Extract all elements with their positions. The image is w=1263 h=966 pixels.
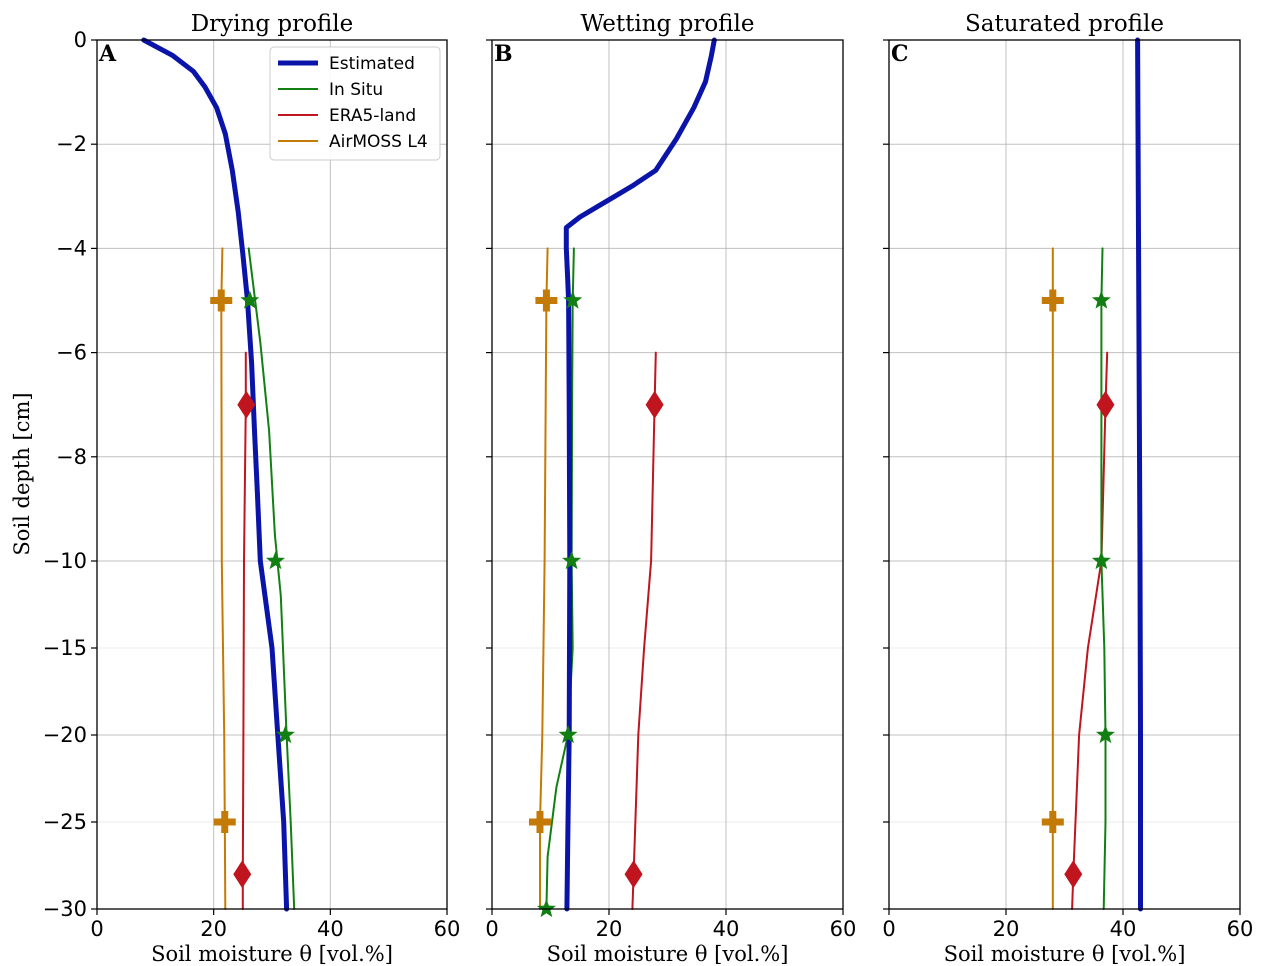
x-axis-label: Soil moisture θ [vol.%] <box>151 942 393 966</box>
x-tick-label: 20 <box>993 917 1020 941</box>
marker-airmoss-l4-bar-v <box>536 811 544 833</box>
y-tick-label: −8 <box>56 445 87 469</box>
legend-frame <box>269 46 441 161</box>
axes-frame <box>491 39 844 910</box>
marker-era5-land <box>237 390 256 419</box>
marker-airmoss-l4-bar-v <box>542 289 550 312</box>
marker-airmoss-l4 <box>1041 289 1064 312</box>
x-axis-label: Soil moisture θ [vol.%] <box>944 942 1186 966</box>
panel-title: Drying profile <box>191 11 354 37</box>
marker-airmoss-l4-bar-v <box>221 811 229 833</box>
legend-label: Estimated <box>329 54 415 74</box>
series-line-in-situ <box>247 247 296 910</box>
series-line-estimated <box>1135 37 1143 912</box>
x-tick-label: 60 <box>434 917 461 941</box>
marker-in-situ <box>1091 551 1111 570</box>
grid <box>97 40 447 909</box>
panel-letter: C <box>891 41 909 67</box>
marker-era5-land <box>233 860 252 889</box>
panel-letter: A <box>98 41 117 67</box>
x-tick-label: 20 <box>200 917 227 941</box>
marker-airmoss-l4 <box>1041 811 1064 833</box>
y-tick-label: −4 <box>56 236 87 260</box>
panel-title: Wetting profile <box>581 11 755 37</box>
marker-in-situ <box>1095 725 1115 744</box>
series-line-era5-land <box>241 351 247 910</box>
y-tick-label: −2 <box>56 132 87 156</box>
grid <box>889 40 1240 909</box>
marker-airmoss-l4 <box>528 811 551 833</box>
legend-item: In Situ <box>278 80 383 100</box>
marker-airmoss-l4-bar-v <box>217 289 225 312</box>
grid <box>492 40 843 909</box>
y-tick-label: −30 <box>43 897 87 921</box>
y-tick-label: −6 <box>56 341 87 365</box>
y-tick-label: −10 <box>43 549 87 573</box>
x-tick-label: 60 <box>830 917 857 941</box>
marker-era5-land <box>624 860 643 889</box>
y-axis-label: Soil depth [cm] <box>10 392 34 555</box>
y-tick-label: −15 <box>43 636 87 660</box>
panel-letter: B <box>494 41 513 67</box>
marker-in-situ <box>536 899 556 918</box>
marker-in-situ <box>275 725 295 744</box>
x-tick-label: 60 <box>1227 917 1254 941</box>
y-tick-label: −20 <box>43 723 87 747</box>
legend-item: AirMOSS L4 <box>278 132 428 152</box>
marker-era5-land <box>1096 390 1115 419</box>
marker-airmoss-l4 <box>535 289 558 312</box>
legend-label: In Situ <box>329 80 383 100</box>
marker-airmoss-l4-bar-v <box>1049 289 1057 312</box>
x-tick-label: 0 <box>485 917 498 941</box>
series-line-estimated <box>141 37 290 912</box>
y-tick-label: 0 <box>74 28 87 52</box>
legend: Estimated In Situ ERA5-land AirMOSS L4 <box>269 46 441 161</box>
series-line-era5-land <box>631 351 657 910</box>
marker-in-situ <box>265 551 286 570</box>
x-tick-label: 0 <box>882 917 895 941</box>
marker-airmoss-l4 <box>213 811 236 833</box>
x-tick-label: 40 <box>713 917 740 941</box>
marker-in-situ <box>1091 290 1111 309</box>
x-tick-label: 20 <box>596 917 623 941</box>
marker-era5-land <box>1064 860 1083 889</box>
series-line-in-situ <box>545 247 575 910</box>
marker-airmoss-l4 <box>210 289 233 312</box>
series-line-in-situ <box>1100 247 1107 910</box>
legend-label: ERA5-land <box>329 106 416 126</box>
marker-in-situ <box>558 725 578 744</box>
series-line-airmoss-l4 <box>220 247 227 910</box>
marker-in-situ <box>562 551 582 570</box>
x-tick-label: 0 <box>90 917 103 941</box>
legend-item: ERA5-land <box>278 106 416 126</box>
marker-in-situ <box>563 290 583 309</box>
x-tick-label: 40 <box>1110 917 1137 941</box>
series-line-airmoss-l4 <box>539 247 549 910</box>
marker-in-situ <box>240 290 260 309</box>
panel-c: 0 20 40 60 Saturated profile C Soil moisture θ… <box>882 11 1253 966</box>
axes-frame <box>96 39 448 910</box>
x-tick-label: 40 <box>317 917 344 941</box>
legend-label: AirMOSS L4 <box>329 132 428 152</box>
axes-frame <box>888 39 1241 910</box>
panel-title: Saturated profile <box>965 11 1164 37</box>
panel-b: 0 20 40 60 Wetting profile B Soil moisture θ [… <box>485 11 856 966</box>
legend-item: Estimated <box>278 54 415 74</box>
marker-airmoss-l4-bar-v <box>1049 811 1057 833</box>
x-axis-label: Soil moisture θ [vol.%] <box>547 942 789 966</box>
y-tick-label: −25 <box>43 810 87 834</box>
series-line-estimated <box>563 37 717 912</box>
marker-era5-land <box>645 390 664 419</box>
panel-a: 0 20 40 60 0 −2 −4 −6 −8 −10 −15 −20 −25 −30 Drying pr… <box>43 11 461 966</box>
